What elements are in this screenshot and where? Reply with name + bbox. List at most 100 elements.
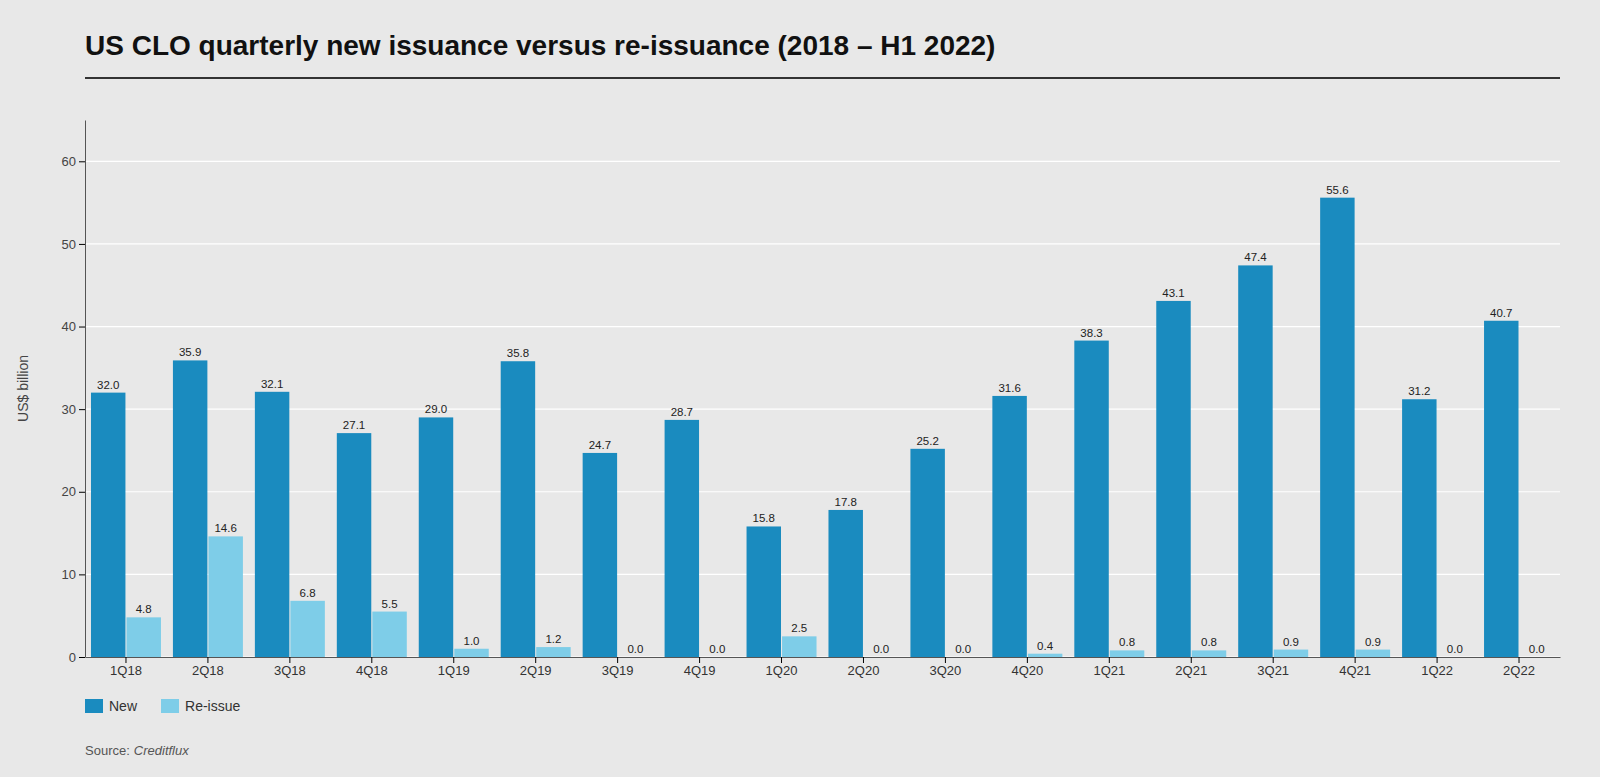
bar — [1192, 650, 1226, 657]
y-tick: 30 — [62, 402, 85, 417]
bar — [372, 612, 406, 657]
y-tick-mark — [79, 327, 85, 328]
data-label: 35.9 — [179, 346, 201, 358]
data-label: 40.7 — [1490, 307, 1512, 319]
data-label: 32.1 — [261, 378, 283, 390]
x-tick-mark — [699, 657, 700, 663]
bar — [864, 657, 898, 658]
y-tick-label: 0 — [69, 650, 76, 665]
data-label: 27.1 — [343, 419, 365, 431]
x-tick-label: 3Q20 — [930, 663, 962, 678]
x-tick-label: 2Q20 — [848, 663, 880, 678]
data-label: 6.8 — [300, 587, 316, 599]
y-tick-mark — [79, 409, 85, 410]
data-label: 0.0 — [1447, 643, 1463, 655]
bar — [536, 647, 570, 657]
data-label: 0.4 — [1037, 640, 1054, 652]
y-tick-label: 60 — [62, 154, 76, 169]
x-tick-label: 4Q19 — [684, 663, 716, 678]
x-tick: 2Q22 — [1503, 657, 1535, 678]
x-tick-mark — [1437, 657, 1438, 663]
y-tick: 40 — [62, 319, 85, 334]
data-label: 0.9 — [1365, 636, 1381, 648]
bar — [454, 649, 488, 657]
bar — [1520, 657, 1554, 658]
x-tick-mark — [617, 657, 618, 663]
x-tick-mark — [1109, 657, 1110, 663]
y-tick: 60 — [62, 154, 85, 169]
data-label: 0.0 — [873, 643, 889, 655]
x-tick-label: 1Q20 — [766, 663, 798, 678]
x-tick-mark — [371, 657, 372, 663]
data-label: 31.2 — [1408, 385, 1430, 397]
x-tick-mark — [535, 657, 536, 663]
x-tick: 2Q18 — [192, 657, 224, 678]
bar — [1356, 650, 1390, 657]
data-label: 15.8 — [753, 512, 775, 524]
y-tick-label: 50 — [62, 237, 76, 252]
x-tick: 4Q18 — [356, 657, 388, 678]
x-tick-label: 4Q18 — [356, 663, 388, 678]
bar — [1074, 341, 1108, 657]
x-tick-mark — [289, 657, 290, 663]
x-tick: 1Q20 — [766, 657, 798, 678]
y-tick-label: 20 — [62, 484, 76, 499]
y-tick-label: 40 — [62, 319, 76, 334]
background — [0, 0, 1600, 777]
y-tick-mark — [79, 492, 85, 493]
x-tick: 1Q18 — [110, 657, 142, 678]
grid-line — [85, 161, 1560, 162]
x-tick-label: 3Q18 — [274, 663, 306, 678]
data-label: 0.9 — [1283, 636, 1299, 648]
legend-item: Re-issue — [161, 698, 240, 714]
x-tick-label: 1Q18 — [110, 663, 142, 678]
data-label: 38.3 — [1080, 327, 1102, 339]
data-label: 29.0 — [425, 403, 447, 415]
bar — [1238, 265, 1272, 657]
x-tick-label: 2Q19 — [520, 663, 552, 678]
x-tick-label: 2Q18 — [192, 663, 224, 678]
x-tick-mark — [453, 657, 454, 663]
y-axis-title: US$ billion — [15, 355, 31, 422]
bar — [1156, 301, 1190, 657]
data-label: 0.0 — [955, 643, 971, 655]
bar — [1274, 650, 1308, 657]
bar — [1320, 198, 1354, 657]
source-note: Source: — [85, 743, 130, 758]
data-label: 0.0 — [709, 643, 725, 655]
bar — [1484, 321, 1518, 657]
data-label: 0.8 — [1201, 636, 1217, 648]
data-label: 1.0 — [464, 635, 480, 647]
bar — [290, 601, 324, 657]
legend-swatch — [161, 699, 179, 713]
x-tick-label: 4Q21 — [1339, 663, 1371, 678]
data-label: 25.2 — [916, 435, 938, 447]
bar — [665, 420, 699, 657]
y-tick: 20 — [62, 484, 85, 499]
bar — [255, 392, 289, 657]
x-tick: 4Q21 — [1339, 657, 1371, 678]
x-tick-mark — [1519, 657, 1520, 663]
legend-label: Re-issue — [185, 698, 240, 714]
legend-swatch — [85, 699, 103, 713]
data-label: 28.7 — [671, 406, 693, 418]
x-tick-mark — [1027, 657, 1028, 663]
bar — [992, 396, 1026, 657]
data-label: 32.0 — [97, 379, 119, 391]
x-axis: 1Q182Q183Q184Q181Q192Q193Q194Q191Q202Q20… — [86, 657, 1561, 678]
y-axis-line — [85, 121, 86, 658]
bar — [700, 657, 734, 658]
data-label: 31.6 — [998, 382, 1020, 394]
legend-label: New — [109, 698, 138, 714]
data-label: 47.4 — [1244, 251, 1267, 263]
x-tick: 3Q20 — [930, 657, 962, 678]
bar — [419, 417, 453, 657]
y-tick-mark — [79, 574, 85, 575]
x-tick: 3Q19 — [602, 657, 634, 678]
bar — [1110, 650, 1144, 657]
grid — [85, 161, 1560, 657]
title: US CLO quarterly new issuance versus re-… — [85, 30, 995, 61]
x-tick: 1Q21 — [1093, 657, 1125, 678]
x-tick-label: 1Q22 — [1421, 663, 1453, 678]
x-tick-mark — [1273, 657, 1274, 663]
